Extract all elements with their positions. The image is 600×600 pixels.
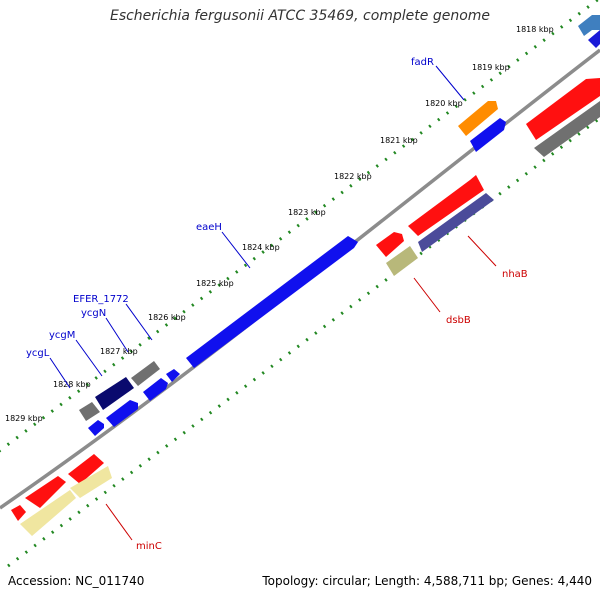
accession-text: Accession: NC_011740 — [8, 574, 145, 588]
gene-eaeH[interactable] — [186, 236, 358, 368]
gene-EFER-1772[interactable] — [166, 369, 180, 382]
gene-fadR-cds[interactable] — [470, 118, 506, 152]
gene-minC-cds[interactable] — [70, 466, 112, 498]
gene-nhaB-upper-cds[interactable] — [534, 101, 600, 157]
gene-feature-top-right-blue[interactable] — [578, 15, 600, 36]
kbp-label: 1824 kbp — [242, 243, 280, 252]
kbp-labels: 1818 kbp 1819 kbp 1820 kbp 1821 kbp 1822… — [5, 25, 554, 423]
gene-ycgL[interactable] — [79, 402, 100, 421]
reverse-genes — [11, 78, 600, 536]
gene-feature-top-right-navy[interactable] — [588, 30, 600, 48]
leader-minC — [105, 503, 133, 541]
gene-label-eaeH[interactable]: eaeH — [196, 222, 222, 233]
leader-eaeH — [221, 231, 251, 269]
leader-ycgM — [75, 339, 103, 377]
gene-labels: fadR eaeH EFER_1772 ycgN ycgM ycgL nhaB … — [26, 57, 528, 552]
gene-label-ycgM[interactable]: ycgM — [49, 330, 75, 341]
leader-EFER-1772 — [125, 303, 153, 341]
kbp-label: 1820 kbp — [425, 99, 463, 108]
gene-label-ycgN[interactable]: ycgN — [81, 308, 106, 319]
inner-tick-track — [7, 116, 600, 568]
gene-nhaB-upper[interactable] — [526, 78, 600, 140]
kbp-label: 1827 kbp — [100, 347, 138, 356]
gene-ycgN[interactable] — [131, 361, 160, 386]
kbp-label: 1818 kbp — [516, 25, 554, 34]
kbp-label: 1822 kbp — [334, 172, 372, 181]
forward-genes — [79, 15, 600, 436]
leader-ycgL — [49, 357, 71, 389]
gene-minC-upper[interactable] — [68, 454, 104, 484]
kbp-label: 1826 kbp — [148, 313, 186, 322]
gene-minC-small[interactable] — [11, 505, 26, 521]
leader-dsbB — [413, 277, 441, 313]
label-leaders — [49, 65, 497, 541]
gene-minC-upper2[interactable] — [25, 476, 66, 508]
kbp-label: 1819 kbp — [472, 63, 510, 72]
gene-minC[interactable] — [20, 490, 76, 536]
map-title: Escherichia fergusonii ATCC 35469, compl… — [109, 8, 491, 24]
outer-tick-track — [0, 0, 600, 453]
kbp-label: 1828 kbp — [53, 380, 91, 389]
gene-ycgL-cds[interactable] — [88, 420, 104, 436]
gene-ycgN-cds[interactable] — [143, 378, 168, 401]
gene-ycgM-cds[interactable] — [106, 400, 138, 427]
genome-summary-text: Topology: circular; Length: 4,588,711 bp… — [262, 574, 592, 588]
gene-label-ycgL[interactable]: ycgL — [26, 348, 50, 359]
gene-label-dsbB[interactable]: dsbB — [446, 315, 471, 326]
leader-fadR — [435, 65, 465, 101]
kbp-label: 1823 kbp — [288, 208, 326, 217]
kbp-label: 1825 kbp — [196, 279, 234, 288]
gene-dsbB-upper[interactable] — [376, 232, 404, 257]
gene-label-minC[interactable]: minC — [136, 541, 162, 552]
gene-nhaB[interactable] — [408, 175, 484, 236]
gene-label-nhaB[interactable]: nhaB — [502, 269, 528, 280]
kbp-label: 1821 kbp — [380, 136, 418, 145]
leader-ycgN — [105, 317, 129, 353]
gene-fadR[interactable] — [458, 101, 498, 136]
gene-ycgM[interactable] — [95, 377, 134, 410]
gene-label-EFER-1772[interactable]: EFER_1772 — [73, 294, 129, 305]
gene-nhaB-cds[interactable] — [418, 193, 494, 252]
leader-nhaB — [467, 235, 497, 267]
kbp-label: 1829 kbp — [5, 414, 43, 423]
gene-label-fadR[interactable]: fadR — [411, 57, 434, 68]
gene-dsbB[interactable] — [386, 246, 418, 276]
